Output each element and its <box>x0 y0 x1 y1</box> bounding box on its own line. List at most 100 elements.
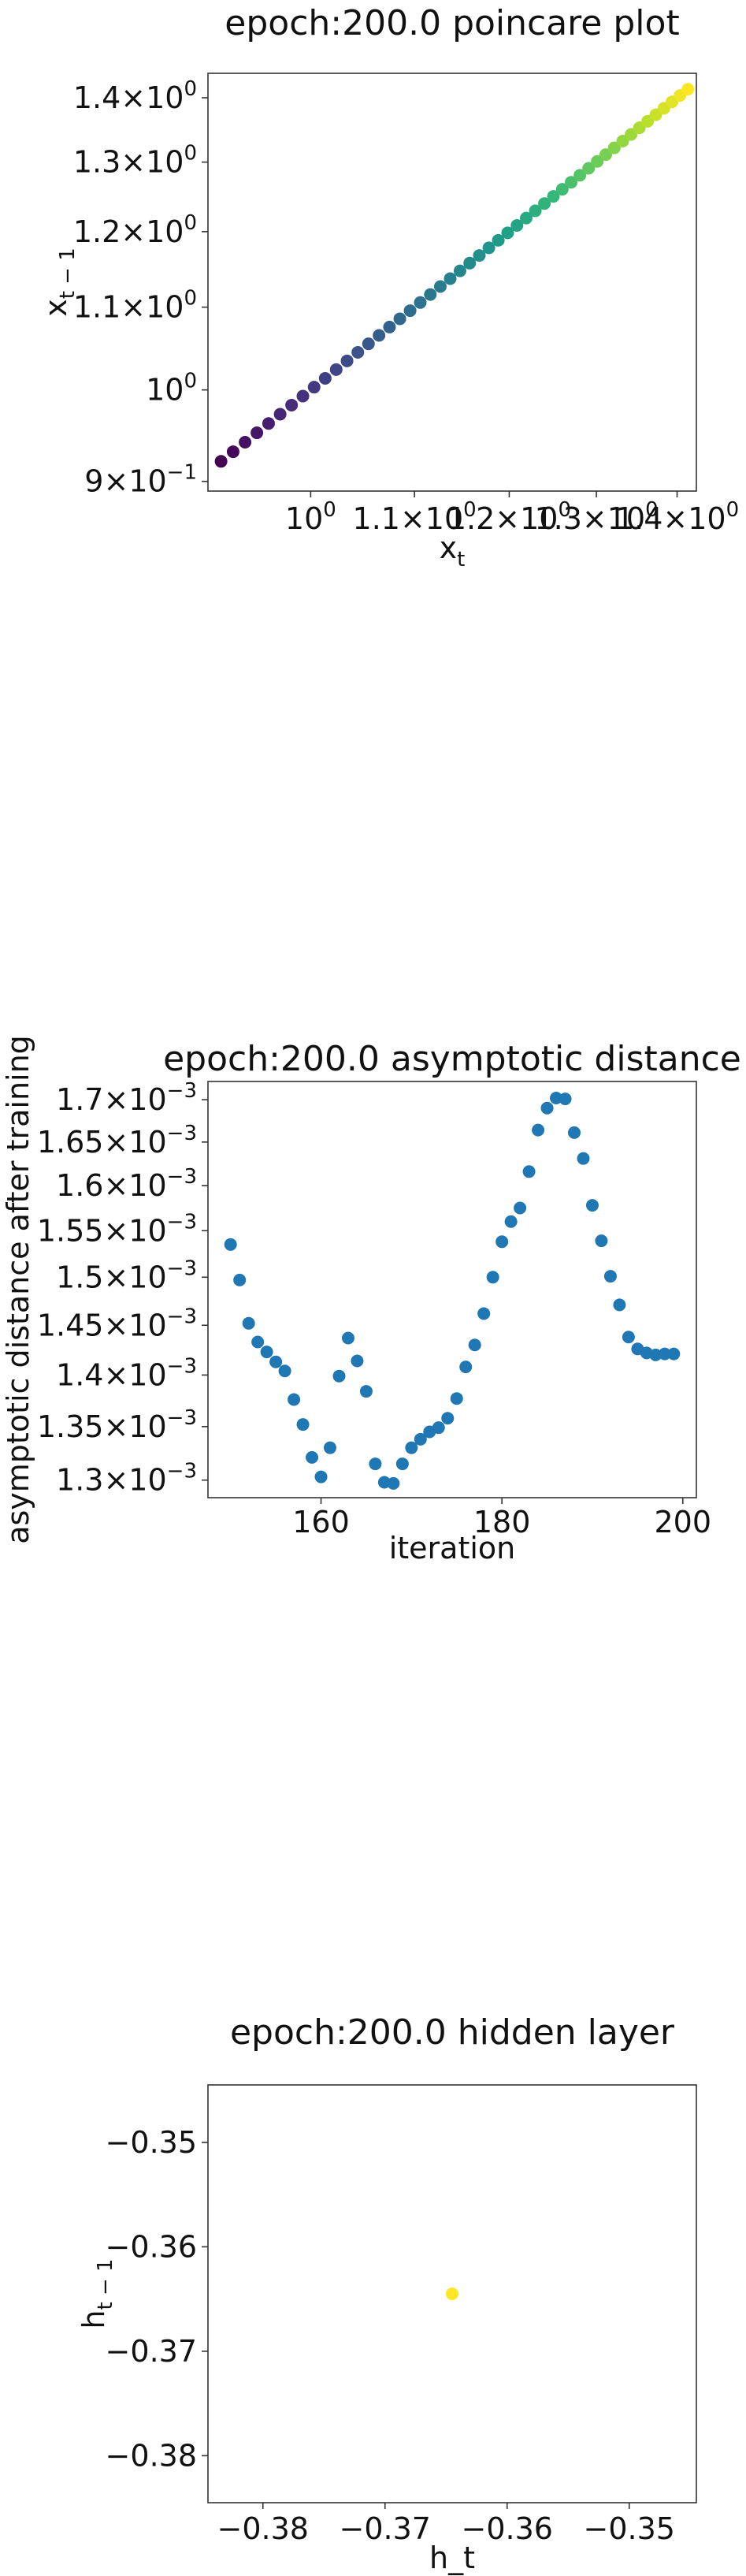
asymptotic-point <box>441 1412 455 1425</box>
asymptotic-y-tick-label: 1.4×10−3 <box>56 1354 197 1392</box>
asymptotic-x-tick-label: 160 <box>292 1505 350 1539</box>
poincare-point <box>393 312 406 326</box>
poincare-point <box>453 264 466 277</box>
poincare-plot: epoch:200.0 poincare plot 100 1.1×100 1.2×… <box>39 3 739 571</box>
asymptotic-y-tick-label: 1.45×10−3 <box>37 1305 197 1342</box>
poincare-point <box>599 148 613 162</box>
poincare-point <box>273 408 287 421</box>
asymptotic-points <box>224 1092 681 1490</box>
asymptotic-point <box>550 1092 563 1105</box>
asymptotic-y-tick-label: 1.7×10−3 <box>56 1079 197 1117</box>
asymptotic-point <box>522 1165 536 1178</box>
asymptotic-point <box>414 1432 427 1446</box>
poincare-point <box>433 280 447 293</box>
poincare-point <box>681 83 695 96</box>
poincare-y-tick-label: 1.2×100 <box>73 211 197 249</box>
hidden-layer-x-ticks: −0.38 −0.37 −0.36 −0.35 <box>217 2503 675 2546</box>
asymptotic-point <box>540 1101 554 1115</box>
asymptotic-y-axis-label: asymptotic distance after training <box>1 1035 35 1544</box>
poincare-y-tick-label: 100 <box>146 370 197 408</box>
poincare-point <box>519 211 533 225</box>
poincare-y-tick-label: 1.1×100 <box>73 287 197 325</box>
poincare-point <box>582 162 596 175</box>
poincare-point <box>424 288 437 301</box>
poincare-point <box>573 169 587 182</box>
poincare-point <box>226 445 239 459</box>
asymptotic-x-tick-label: 180 <box>473 1505 531 1539</box>
asymptotic-point <box>351 1354 364 1368</box>
asymptotic-point <box>477 1307 491 1320</box>
poincare-point <box>414 296 427 309</box>
poincare-point <box>329 363 343 376</box>
asymptotic-point <box>514 1201 527 1215</box>
hidden-layer-x-tick-label: −0.37 <box>340 2511 431 2546</box>
poincare-point <box>482 241 495 255</box>
asymptotic-point <box>269 1355 283 1368</box>
poincare-point <box>239 435 252 449</box>
poincare-point <box>473 249 486 262</box>
poincare-point <box>492 233 505 247</box>
asymptotic-plot-frame <box>207 1081 697 1498</box>
asymptotic-point <box>432 1421 445 1435</box>
poincare-point <box>340 354 354 367</box>
poincare-point <box>444 272 457 285</box>
poincare-point <box>362 337 375 351</box>
asymptotic-point <box>306 1450 319 1464</box>
poincare-point <box>383 320 396 333</box>
poincare-point <box>591 154 604 168</box>
poincare-points <box>214 83 695 468</box>
asymptotic-point <box>341 1331 354 1345</box>
poincare-x-tick-label: 1.2×100 <box>447 498 571 536</box>
poincare-point <box>296 389 310 403</box>
poincare-point <box>565 176 578 189</box>
asymptotic-point <box>359 1385 373 1398</box>
asymptotic-point <box>332 1369 346 1383</box>
hidden-layer-x-tick-label: −0.35 <box>584 2511 675 2546</box>
poincare-point <box>538 197 551 210</box>
hidden-layer-points <box>446 2288 458 2300</box>
asymptotic-y-tick-label: 1.55×10−3 <box>37 1210 197 1248</box>
asymptotic-y-tick-label: 1.65×10−3 <box>37 1122 197 1160</box>
asymptotic-point <box>387 1476 400 1490</box>
poincare-point <box>351 345 365 359</box>
hidden-layer-plot: epoch:200.0 hidden layer −0.38 −0.37 −0.36… <box>76 2012 697 2575</box>
poincare-point <box>214 455 228 468</box>
hidden-layer-y-tick-label: −0.37 <box>106 2334 197 2369</box>
poincare-point <box>285 398 299 411</box>
poincare-x-tick-label: 1.4×100 <box>615 498 739 536</box>
asymptotic-plot-title: epoch:200.0 asymptotic distance <box>163 1039 741 1079</box>
asymptotic-point <box>667 1347 681 1361</box>
poincare-point <box>403 304 417 318</box>
asymptotic-point <box>577 1152 590 1165</box>
asymptotic-point <box>278 1364 291 1378</box>
asymptotic-point <box>532 1123 545 1137</box>
poincare-point <box>510 218 524 232</box>
hidden-layer-y-tick-label: −0.35 <box>106 2125 197 2160</box>
poincare-y-tick-label: 1.3×100 <box>73 142 197 180</box>
asymptotic-point <box>314 1470 328 1483</box>
poincare-point <box>251 426 264 440</box>
asymptotic-point <box>450 1392 463 1405</box>
asymptotic-x-axis-label: iteration <box>389 1531 516 1565</box>
asymptotic-point <box>468 1338 481 1352</box>
asymptotic-y-tick-label: 1.35×10−3 <box>37 1406 197 1444</box>
poincare-point <box>318 371 332 385</box>
poincare-plot-frame <box>207 73 697 492</box>
poincare-x-axis-label: xt <box>440 530 466 571</box>
asymptotic-y-tick-label: 1.5×10−3 <box>56 1256 197 1294</box>
hidden-layer-y-tick-label: −0.38 <box>106 2438 197 2473</box>
asymptotic-x-tick-label: 200 <box>655 1505 712 1539</box>
asymptotic-point <box>395 1457 409 1471</box>
asymptotic-point <box>622 1331 635 1344</box>
asymptotic-point <box>603 1270 617 1283</box>
asymptotic-point <box>224 1238 237 1251</box>
asymptotic-point <box>495 1235 509 1249</box>
hidden-layer-x-tick-label: −0.38 <box>217 2511 309 2546</box>
poincare-point <box>307 381 321 394</box>
asymptotic-point <box>658 1347 671 1361</box>
poincare-plot-title: epoch:200.0 poincare plot <box>225 3 679 43</box>
hidden-layer-y-tick-label: −0.36 <box>106 2229 197 2264</box>
asymptotic-point <box>585 1199 599 1212</box>
poincare-x-tick-label: 100 <box>285 498 336 536</box>
